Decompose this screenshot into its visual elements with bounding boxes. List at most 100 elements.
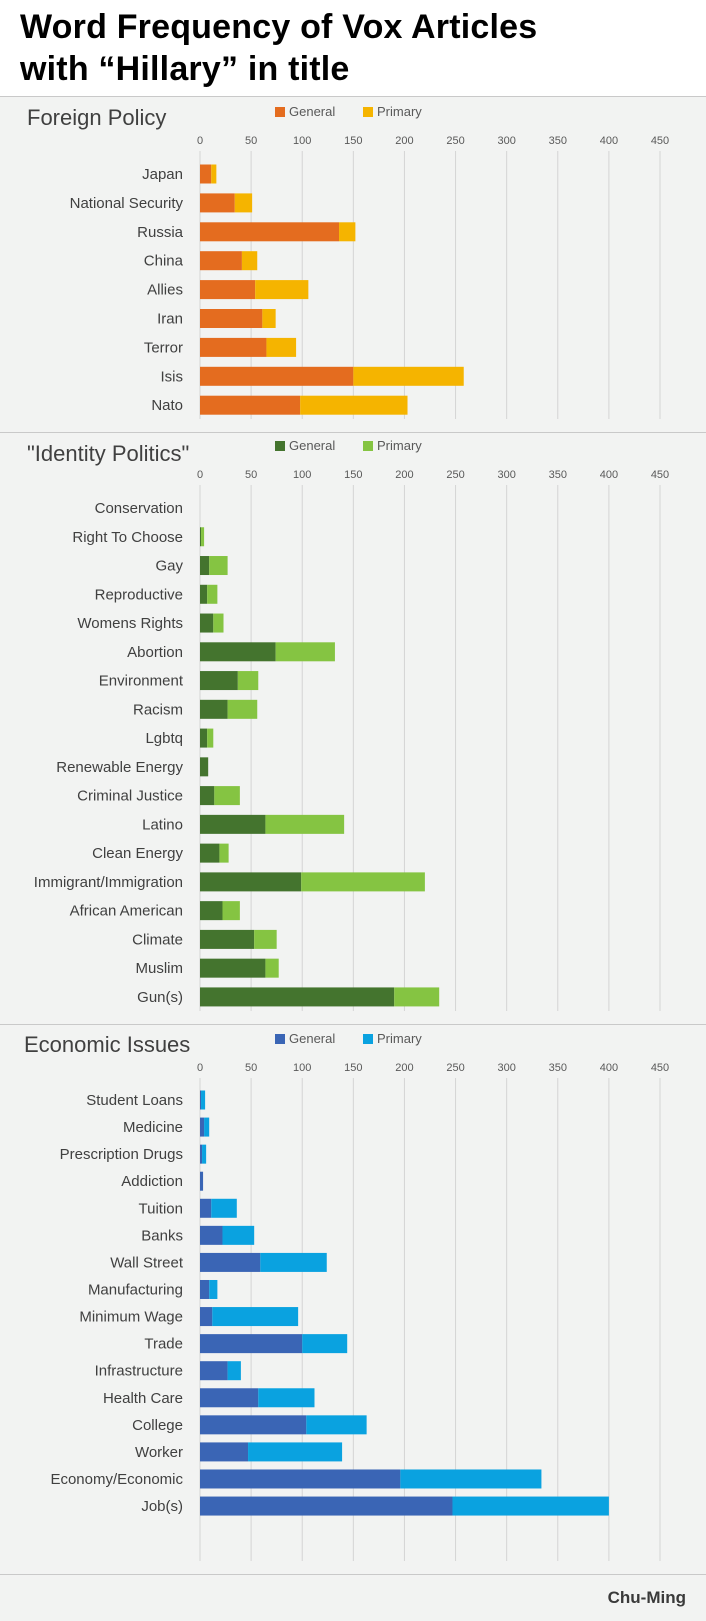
economic-issues-category-label-job-s: Job(s) — [141, 1498, 183, 1515]
foreign-policy-tick-label-150: 150 — [344, 135, 362, 147]
foreign-policy-bar-japan-primary — [211, 164, 217, 184]
economic-issues-bar-health-care-general — [200, 1388, 259, 1408]
identity-politics-category-label-renewable-energy: Renewable Energy — [56, 759, 183, 776]
economic-issues-legend-label-general: General — [289, 1031, 335, 1046]
economic-issues-bar-trade-general — [200, 1334, 303, 1354]
foreign-policy-tick-label-400: 400 — [600, 135, 618, 147]
identity-politics-bar-immigrant-immigration-primary — [301, 872, 425, 892]
economic-issues-category-label-health-care: Health Care — [103, 1390, 183, 1407]
identity-politics-tick-label-250: 250 — [446, 469, 464, 481]
identity-politics-bar-clean-energy-general — [200, 843, 220, 863]
foreign-policy-tick-label-0: 0 — [197, 135, 203, 147]
identity-politics-category-label-conservation: Conservation — [95, 500, 183, 517]
economic-issues-legend-swatch-general — [275, 1034, 285, 1044]
page-title-line-2: with “Hillary” in title — [20, 50, 350, 88]
economic-issues-category-label-manufacturing: Manufacturing — [88, 1281, 183, 1298]
foreign-policy-bar-japan-general — [200, 164, 212, 184]
foreign-policy-bar-terror-primary — [266, 337, 297, 357]
foreign-policy-bar-china-primary — [241, 251, 258, 271]
economic-issues-bar-wall-street-primary — [260, 1252, 327, 1272]
economic-issues-bar-health-care-primary — [258, 1388, 315, 1408]
identity-politics-tick-label-300: 300 — [497, 469, 515, 481]
economic-issues-category-label-wall-street: Wall Street — [110, 1254, 184, 1271]
foreign-policy-category-label-isis: Isis — [161, 368, 184, 385]
foreign-policy-bar-terror-general — [200, 337, 267, 357]
economic-issues-tick-label-350: 350 — [549, 1062, 567, 1074]
identity-politics-tick-label-450: 450 — [651, 469, 669, 481]
economic-issues-bar-manufacturing-general — [200, 1279, 210, 1299]
foreign-policy-category-label-terror: Terror — [144, 339, 183, 356]
identity-politics-chart: 0 50 100 150 200 250 300 350 400 450 "Identity Pol… — [27, 438, 669, 1011]
identity-politics-bar-gun-s-primary — [394, 987, 440, 1007]
identity-politics-bar-racism-primary — [227, 699, 258, 719]
foreign-policy-bar-iran-primary — [262, 309, 276, 328]
identity-politics-bar-climate-primary — [254, 929, 277, 949]
identity-politics-bar-racism-general — [200, 699, 228, 719]
footer-strip — [0, 1574, 706, 1621]
economic-issues-category-label-prescription-drugs: Prescription Drugs — [60, 1146, 183, 1163]
foreign-policy-bar-national-security-general — [200, 193, 235, 213]
foreign-policy-bar-isis-primary — [353, 366, 464, 386]
page-title-line-1: Word Frequency of Vox Articles — [20, 8, 538, 46]
foreign-policy-legend-swatch-primary — [363, 107, 373, 117]
economic-issues-bar-addiction-general — [200, 1171, 204, 1191]
identity-politics-bar-lgbtq-primary — [207, 728, 214, 748]
foreign-policy-category-label-nato: Nato — [151, 397, 183, 414]
identity-politics-category-label-latino: Latino — [142, 816, 183, 833]
identity-politics-category-label-immigrant-immigration: Immigrant/Immigration — [34, 874, 183, 891]
identity-politics-bar-reproductive-primary — [207, 584, 218, 604]
foreign-policy-bar-russia-general — [200, 222, 340, 242]
economic-issues-chart-title: Economic Issues — [24, 1032, 190, 1057]
economic-issues-bar-manufacturing-primary — [209, 1279, 218, 1299]
identity-politics-bar-right-to-choose-primary — [201, 527, 205, 547]
economic-issues-bar-college-general — [200, 1415, 307, 1435]
identity-politics-bar-abortion-general — [200, 642, 276, 662]
economic-issues-tick-label-100: 100 — [293, 1062, 311, 1074]
identity-politics-category-label-african-american: African American — [70, 903, 183, 920]
foreign-policy-bar-china-general — [200, 251, 242, 271]
identity-politics-legend-label-primary: Primary — [377, 438, 422, 453]
economic-issues-bar-infrastructure-primary — [227, 1361, 241, 1381]
identity-politics-bar-gay-general — [200, 556, 210, 576]
economic-issues-legend-label-primary: Primary — [377, 1031, 422, 1046]
economic-issues-bar-student-loans-general — [200, 1090, 202, 1110]
identity-politics-bar-muslim-general — [200, 958, 266, 978]
foreign-policy-chart: 0 50 100 150 200 250 300 350 400 450 Foreign Polic… — [27, 104, 669, 419]
economic-issues-category-label-addiction: Addiction — [121, 1173, 183, 1190]
identity-politics-legend-swatch-general — [275, 441, 285, 451]
economic-issues-category-label-college: College — [132, 1417, 183, 1434]
economic-issues-bar-tuition-primary — [211, 1198, 237, 1218]
economic-issues-bar-minimum-wage-general — [200, 1307, 213, 1327]
economic-issues-category-label-minimum-wage: Minimum Wage — [79, 1309, 183, 1326]
foreign-policy-bar-isis-general — [200, 366, 354, 386]
foreign-policy-category-label-russia: Russia — [137, 224, 184, 241]
identity-politics-bar-womens-rights-primary — [213, 613, 224, 633]
foreign-policy-category-label-iran: Iran — [157, 311, 183, 328]
foreign-policy-tick-label-50: 50 — [245, 135, 257, 147]
identity-politics-bar-renewable-energy-general — [200, 757, 209, 777]
identity-politics-bar-latino-general — [200, 814, 266, 834]
foreign-policy-bar-allies-primary — [255, 280, 309, 300]
identity-politics-legend-label-general: General — [289, 438, 335, 453]
identity-politics-category-label-lgbtq: Lgbtq — [145, 730, 183, 747]
economic-issues-category-label-student-loans: Student Loans — [86, 1092, 183, 1109]
identity-politics-tick-label-400: 400 — [600, 469, 618, 481]
economic-issues-category-label-trade: Trade — [144, 1336, 183, 1353]
foreign-policy-bar-national-security-primary — [234, 193, 253, 213]
economic-issues-tick-label-300: 300 — [497, 1062, 515, 1074]
identity-politics-bar-right-to-choose-general — [200, 527, 202, 547]
economic-issues-tick-label-400: 400 — [600, 1062, 618, 1074]
economic-issues-tick-label-200: 200 — [395, 1062, 413, 1074]
foreign-policy-chart-title: Foreign Policy — [27, 105, 166, 130]
economic-issues-bar-minimum-wage-primary — [212, 1307, 299, 1327]
economic-issues-bar-prescription-drugs-general — [200, 1144, 203, 1164]
economic-issues-chart: 0 50 100 150 200 250 300 350 400 450 Economic Issu… — [24, 1031, 669, 1561]
economic-issues-category-label-economy-economic: Economy/Economic — [50, 1471, 183, 1488]
identity-politics-bar-latino-primary — [265, 814, 345, 834]
identity-politics-chart-title: "Identity Politics" — [27, 441, 189, 466]
economic-issues-category-label-worker: Worker — [135, 1444, 183, 1461]
economic-issues-bar-student-loans-primary — [201, 1090, 206, 1110]
economic-issues-bar-trade-primary — [302, 1334, 348, 1354]
identity-politics-category-label-criminal-justice: Criminal Justice — [77, 788, 183, 805]
foreign-policy-bar-nato-primary — [300, 395, 408, 415]
